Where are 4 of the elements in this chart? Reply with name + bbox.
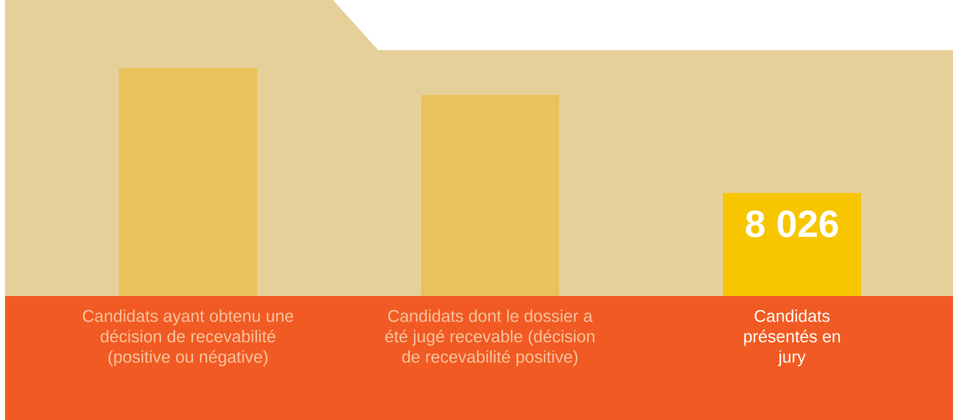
x-tick-label: Candidats dont le dossier a été jugé recevable (décision de recevabilité positive)	[385, 310, 594, 366]
data-label: 8 026	[746, 210, 838, 238]
x-tick-label: Candidats présentés en jury	[744, 310, 840, 366]
x-tick-label: Candidats ayant obtenu une décision de recevabilité (positive ou négative)	[82, 310, 294, 366]
